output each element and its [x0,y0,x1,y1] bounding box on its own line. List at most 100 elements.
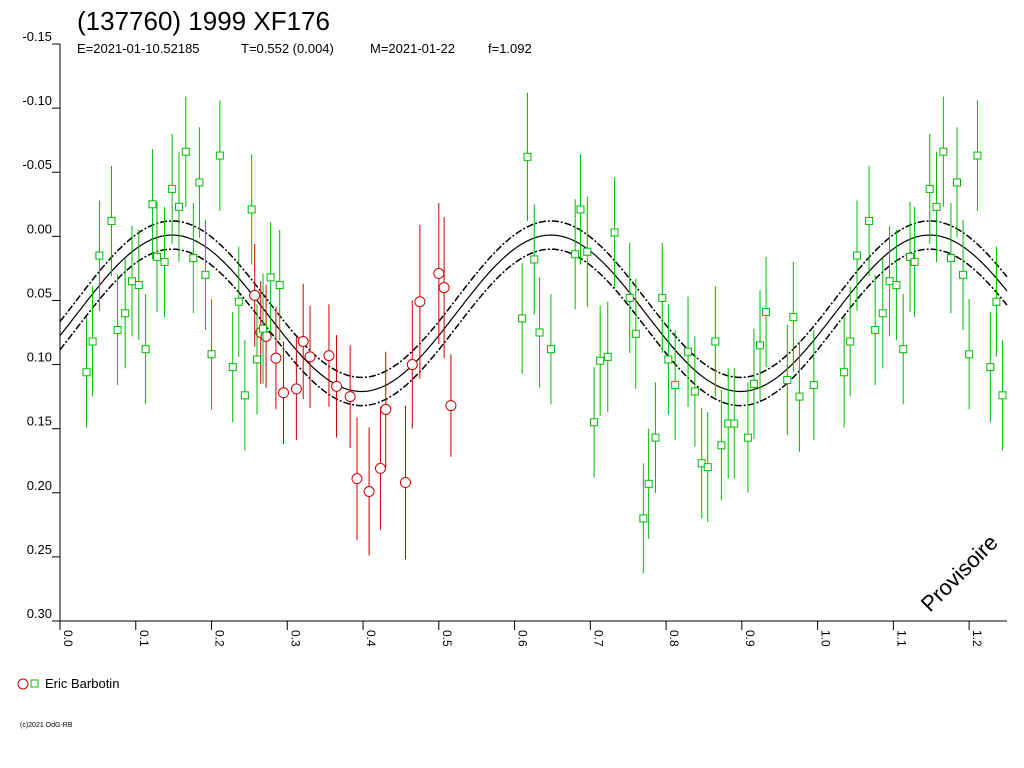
data-point-circle [290,337,302,441]
data-point-square [986,311,995,423]
point-marker [885,277,894,286]
data-point-square [266,222,275,333]
point-marker [639,514,648,523]
point-marker [946,254,955,263]
data-point-square [590,367,599,478]
data-point-circle [433,202,445,345]
point-marker [275,281,284,290]
point-marker [168,184,177,193]
data-point-square [571,199,580,310]
x-tick-label: 0.2 [213,630,227,647]
data-point-square [959,219,968,330]
data-point-square [240,340,249,451]
data-point-square [228,311,237,423]
data-point-square [207,299,216,410]
point-marker [625,293,634,302]
x-tick-label: 0.8 [667,630,681,647]
data-point-square [730,368,739,479]
point-marker [88,337,97,346]
point-marker [535,328,544,337]
y-tick-label: 0.10 [27,350,52,365]
data-point-square [610,177,619,288]
point-marker [445,400,457,412]
point-marker [240,391,249,400]
y-tick-label: -0.05 [22,157,52,172]
data-point-square [174,151,183,262]
point-marker [290,383,302,395]
point-marker [583,247,592,256]
point-marker [932,202,941,211]
data-point-square [82,317,91,428]
y-tick-label: 0.05 [27,285,52,300]
y-tick-label: 0.15 [27,414,52,429]
data-point-circle [351,417,363,541]
point-marker [252,355,261,364]
data-point-square [932,151,941,262]
data-point-square [973,100,982,211]
y-tick-label: -0.15 [22,29,52,44]
data-point-square [671,329,680,441]
point-marker [730,419,739,428]
data-point-circle [270,306,282,410]
point-marker [121,309,130,318]
point-marker [852,251,861,260]
y-tick-label: -0.10 [22,93,52,108]
x-tick-label: 0.5 [440,630,454,647]
point-marker [249,289,261,301]
data-point-square [625,242,634,354]
point-marker [530,255,539,264]
data-point-square [535,277,544,388]
data-point-circle [297,283,309,400]
x-axis: 0.0 0.1 0.2 0.3 0.4 0.5 0.6 0.7 0.8 0.9 1.0 1.1 1.2 [59,621,984,647]
data-point-square [703,411,712,523]
data-point-circle [249,244,261,347]
point-marker [892,281,901,290]
point-marker [152,252,161,261]
data-point-circle [344,345,356,448]
data-point-square [275,229,284,341]
point-marker [986,363,995,372]
point-marker [228,363,237,372]
data-point-square [717,390,726,501]
legend-label: Eric Barbotin [45,676,119,691]
x-tick-label: 1.1 [894,630,908,647]
point-marker [351,473,363,485]
data-point-square [234,246,243,357]
point-marker [658,293,667,302]
point-marker [438,282,450,294]
fit-curves [59,220,1008,407]
data-point-circle [380,351,392,468]
point-marker [374,462,386,474]
point-marker [331,380,343,392]
data-point-square [596,305,605,416]
data-point-square [631,278,640,389]
point-marker [952,178,961,187]
data-point-square [871,274,880,386]
point-marker [363,485,375,497]
fit-curve-main [59,234,1008,393]
subtitle-period: T=0.552 (0.004) [241,41,334,56]
data-point-square [121,258,130,369]
x-tick-label: 0.3 [288,630,302,647]
point-marker [690,387,699,396]
point-marker [795,392,804,401]
point-marker [717,441,726,450]
data-point-square [189,202,198,314]
data-point-square [762,256,771,368]
chart-title: (137760) 1999 XF176 [77,6,330,36]
point-marker [998,391,1007,400]
point-marker [973,151,982,160]
point-marker [181,147,190,156]
data-points [82,92,1007,574]
data-point-square [840,317,849,428]
point-marker [899,345,908,354]
point-marker [571,250,580,259]
data-point-square [576,154,585,265]
point-marker [207,350,216,359]
point-marker [189,254,198,263]
data-point-square [152,201,161,312]
data-point-square [878,258,887,369]
point-marker [910,257,919,266]
data-point-square [247,154,256,265]
subtitle-midtime: M=2021-01-22 [370,41,455,56]
